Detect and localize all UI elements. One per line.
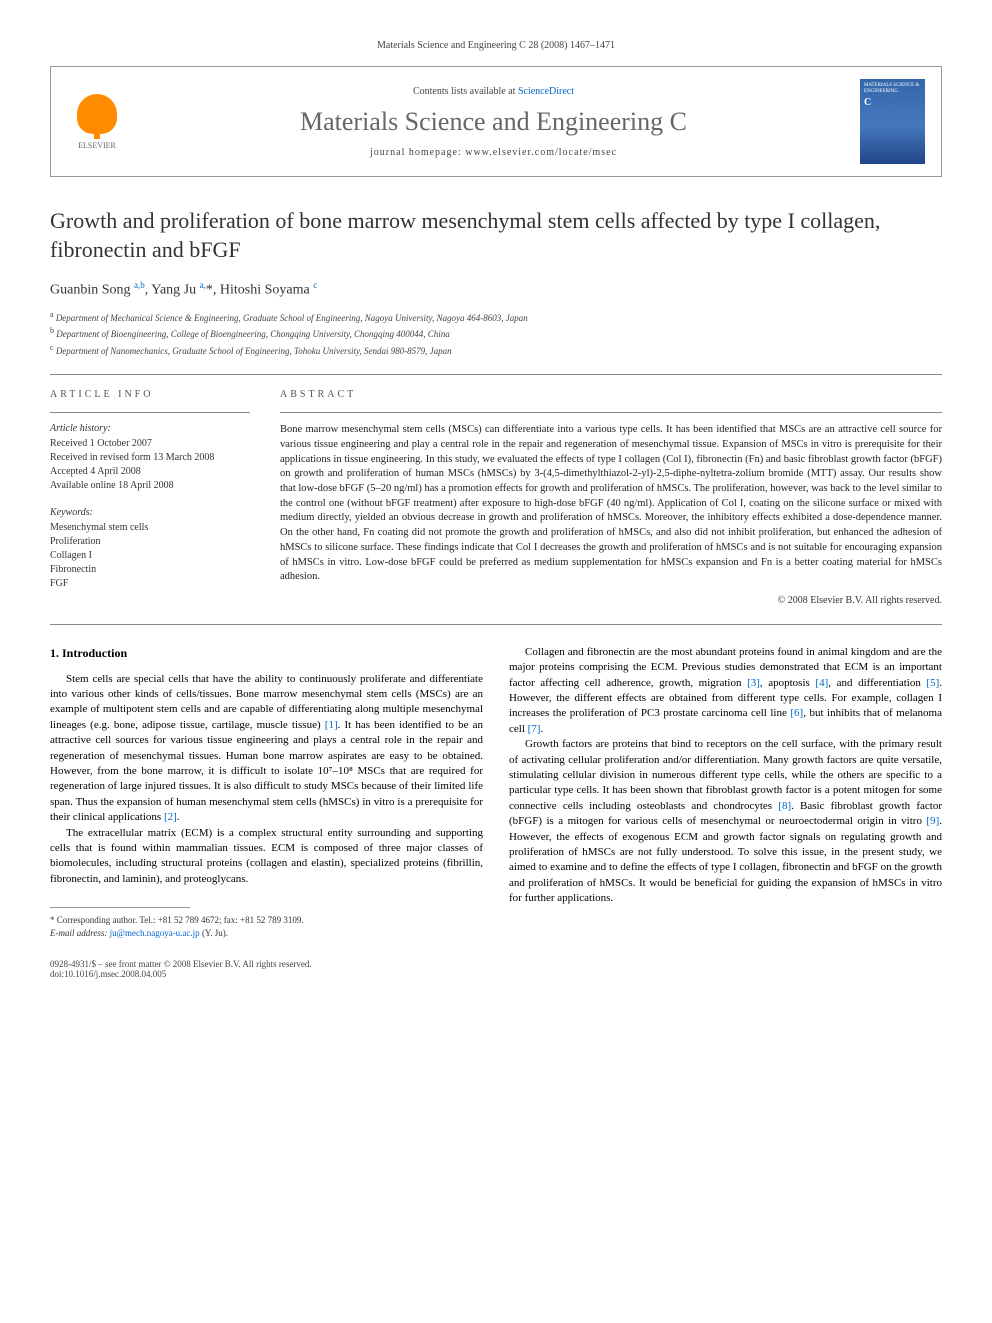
contents-available-line: Contents lists available at ScienceDirec… bbox=[127, 86, 860, 97]
keyword-line: Collagen I bbox=[50, 549, 250, 563]
keyword-line: Fibronectin bbox=[50, 563, 250, 577]
footnote-corresponding: Corresponding author. Tel.: +81 52 789 4… bbox=[57, 915, 304, 925]
abstract-divider bbox=[280, 412, 942, 413]
footnote-divider bbox=[50, 907, 190, 908]
ref-link[interactable]: [6] bbox=[790, 707, 803, 719]
right-column: Collagen and fibronectin are the most ab… bbox=[509, 645, 942, 939]
info-abstract-row: ARTICLE INFO Article history: Received 1… bbox=[50, 389, 942, 606]
body-two-columns: 1. Introduction Stem cells are special c… bbox=[50, 645, 942, 939]
ref-link[interactable]: [8] bbox=[778, 800, 791, 812]
homepage-prefix: journal homepage: bbox=[370, 147, 465, 158]
paragraph: The extracellular matrix (ECM) is a comp… bbox=[50, 826, 483, 888]
history-line: Available online 18 April 2008 bbox=[50, 479, 250, 493]
article-history-label: Article history: bbox=[50, 423, 250, 434]
history-line: Received in revised form 13 March 2008 bbox=[50, 451, 250, 465]
bottom-meta: 0928-4931/$ – see front matter © 2008 El… bbox=[50, 959, 942, 979]
cover-letter: C bbox=[864, 97, 921, 109]
keywords-block: Keywords: Mesenchymal stem cellsProlifer… bbox=[50, 507, 250, 591]
ref-link[interactable]: [7] bbox=[528, 723, 541, 735]
article-info-column: ARTICLE INFO Article history: Received 1… bbox=[50, 389, 250, 606]
homepage-url: www.elsevier.com/locate/msec bbox=[465, 147, 617, 158]
info-divider bbox=[50, 412, 250, 413]
front-matter-line: 0928-4931/$ – see front matter © 2008 El… bbox=[50, 959, 942, 969]
authors: Guanbin Song a,b, Yang Ju a,*, Hitoshi S… bbox=[50, 280, 942, 299]
keyword-line: Proliferation bbox=[50, 535, 250, 549]
ref-link[interactable]: [4] bbox=[815, 677, 828, 689]
contents-prefix: Contents lists available at bbox=[413, 86, 518, 97]
abstract-text: Bone marrow mesenchymal stem cells (MSCs… bbox=[280, 423, 942, 585]
history-line: Accepted 4 April 2008 bbox=[50, 465, 250, 479]
keyword-line: FGF bbox=[50, 577, 250, 591]
divider bbox=[50, 374, 942, 375]
article-info-heading: ARTICLE INFO bbox=[50, 389, 250, 400]
keywords-lines: Mesenchymal stem cellsProliferationColla… bbox=[50, 521, 250, 591]
elsevier-text: ELSEVIER bbox=[78, 141, 116, 150]
keywords-label: Keywords: bbox=[50, 507, 250, 518]
journal-name: Materials Science and Engineering C bbox=[127, 107, 860, 137]
elsevier-logo: ELSEVIER bbox=[67, 89, 127, 154]
abstract-heading: ABSTRACT bbox=[280, 389, 942, 400]
affiliation-line: b Department of Bioengineering, College … bbox=[50, 325, 942, 342]
affiliation-line: a Department of Mechanical Science & Eng… bbox=[50, 309, 942, 326]
elsevier-tree-icon bbox=[77, 94, 117, 134]
divider-below-abstract bbox=[50, 624, 942, 625]
ref-link[interactable]: [2] bbox=[164, 811, 177, 823]
article-history-block: Article history: Received 1 October 2007… bbox=[50, 423, 250, 493]
ref-link[interactable]: [5] bbox=[926, 677, 939, 689]
cover-title: MATERIALS SCIENCE & ENGINEERING bbox=[864, 83, 921, 95]
footnote-email-label: E-mail address: bbox=[50, 928, 110, 938]
affiliation-line: c Department of Nanomechanics, Graduate … bbox=[50, 342, 942, 359]
paragraph: Stem cells are special cells that have t… bbox=[50, 672, 483, 826]
footnote-email-link[interactable]: ju@mech.nagoya-u.ac.jp bbox=[110, 928, 200, 938]
left-column: 1. Introduction Stem cells are special c… bbox=[50, 645, 483, 939]
doi-line: doi:10.1016/j.msec.2008.04.005 bbox=[50, 969, 942, 979]
copyright-line: © 2008 Elsevier B.V. All rights reserved… bbox=[280, 595, 942, 606]
footnote-marker: * bbox=[50, 915, 55, 925]
footnote: * Corresponding author. Tel.: +81 52 789… bbox=[50, 914, 483, 939]
journal-header-box: ELSEVIER Contents lists available at Sci… bbox=[50, 66, 942, 177]
footnote-email-suffix: (Y. Ju). bbox=[200, 928, 228, 938]
journal-header-center: Contents lists available at ScienceDirec… bbox=[127, 86, 860, 158]
abstract-column: ABSTRACT Bone marrow mesenchymal stem ce… bbox=[280, 389, 942, 606]
affiliations: a Department of Mechanical Science & Eng… bbox=[50, 309, 942, 359]
ref-link[interactable]: [3] bbox=[747, 677, 760, 689]
journal-homepage-line: journal homepage: www.elsevier.com/locat… bbox=[127, 147, 860, 158]
ref-link[interactable]: [1] bbox=[325, 719, 338, 731]
article-history-lines: Received 1 October 2007Received in revis… bbox=[50, 437, 250, 493]
ref-link[interactable]: [9] bbox=[926, 815, 939, 827]
keyword-line: Mesenchymal stem cells bbox=[50, 521, 250, 535]
journal-cover-thumbnail: MATERIALS SCIENCE & ENGINEERING C bbox=[860, 79, 925, 164]
paragraph: Growth factors are proteins that bind to… bbox=[509, 737, 942, 906]
section-1-heading: 1. Introduction bbox=[50, 645, 483, 662]
running-header: Materials Science and Engineering C 28 (… bbox=[50, 40, 942, 51]
sciencedirect-link[interactable]: ScienceDirect bbox=[518, 86, 574, 97]
article-title: Growth and proliferation of bone marrow … bbox=[50, 207, 942, 264]
paragraph: Collagen and fibronectin are the most ab… bbox=[509, 645, 942, 737]
history-line: Received 1 October 2007 bbox=[50, 437, 250, 451]
